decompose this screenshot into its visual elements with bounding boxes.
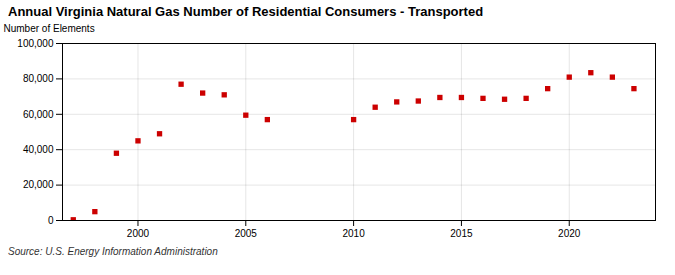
svg-text:20,000: 20,000 [23,179,54,190]
svg-text:2005: 2005 [235,228,258,239]
svg-text:2000: 2000 [127,228,150,239]
svg-text:60,000: 60,000 [23,109,54,120]
html-text:Annual Virginia Natural Gas Nu: Annual Virginia Natural Gas Number of Re… [8,4,484,19]
svg-text:2015: 2015 [450,228,473,239]
svg-text:Number of Elements: Number of Elements [4,23,95,34]
svg-text:80,000: 80,000 [23,73,54,84]
svg-text:40,000: 40,000 [23,144,54,155]
html-text:Source: U.S. Energy Informatio: Source: U.S. Energy Information Administ… [8,246,218,257]
svg-text:2010: 2010 [342,228,365,239]
svg-text:2020: 2020 [558,228,581,239]
svg-text:100,000: 100,000 [17,38,54,49]
svg-text:0: 0 [48,215,54,226]
